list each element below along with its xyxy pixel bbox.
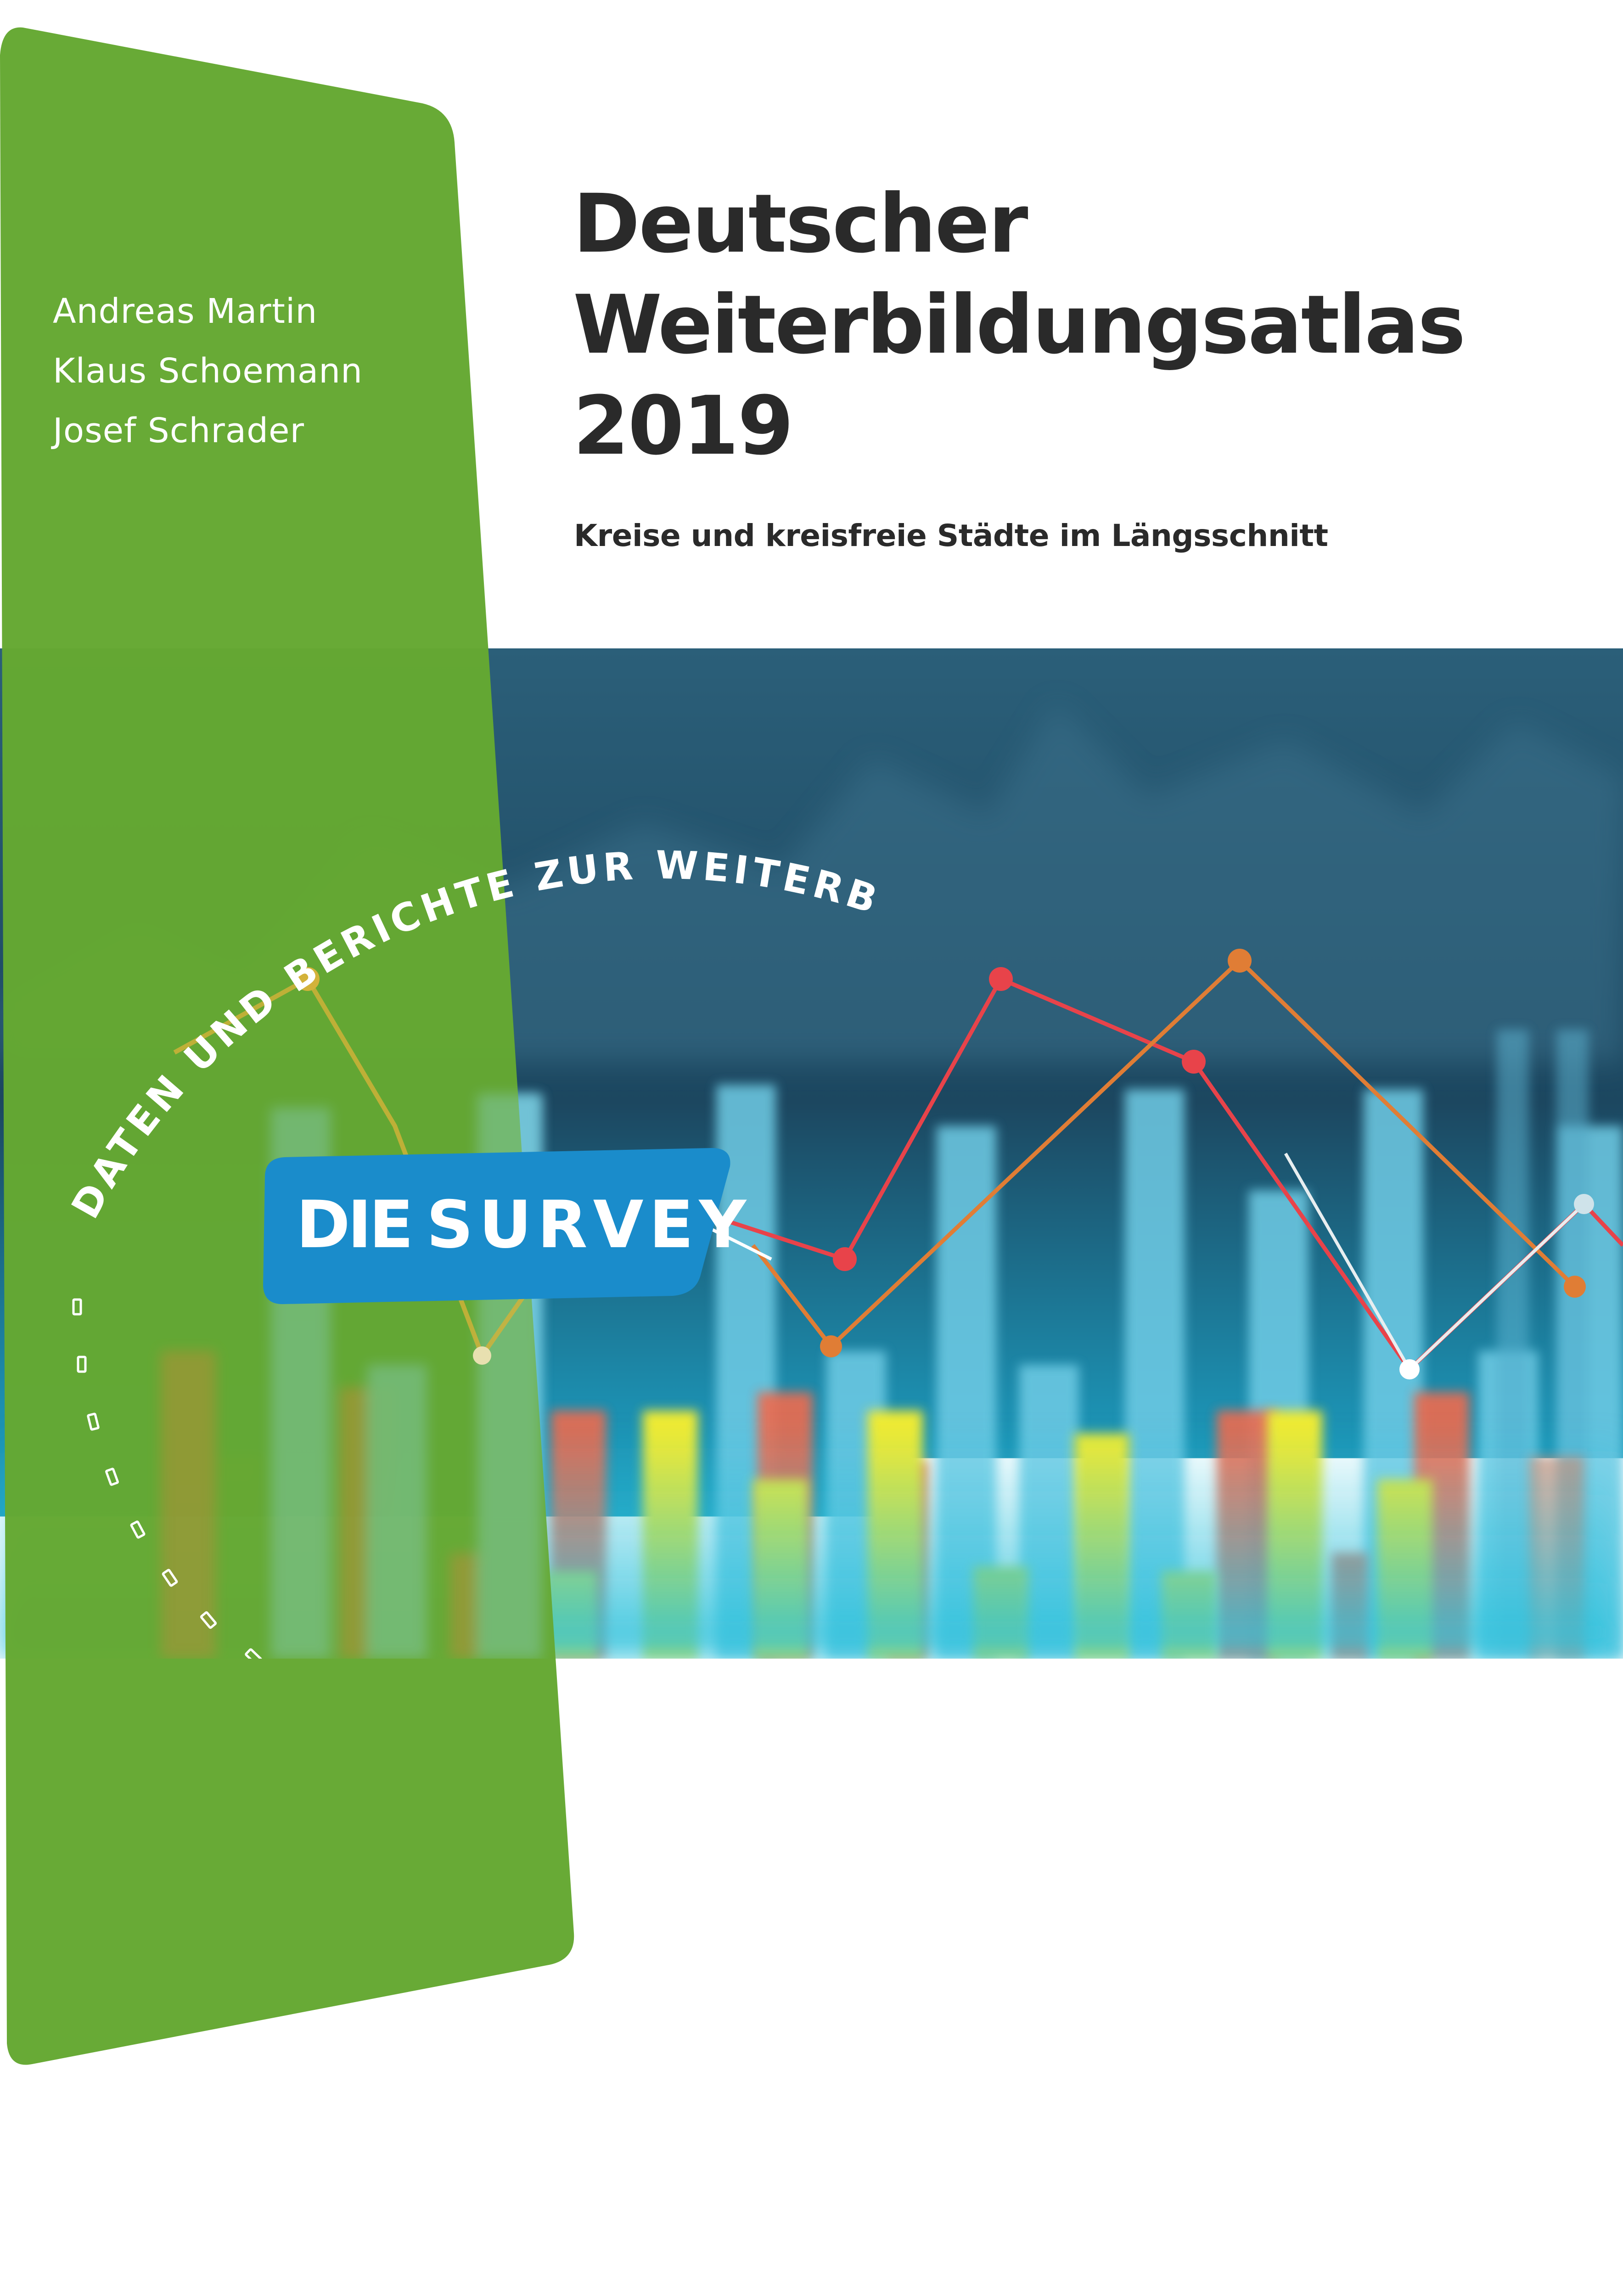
author-2: Klaus Schoemann [53, 351, 363, 391]
subtitle: Kreise und kreisfreie Städte im Längssch… [574, 518, 1328, 553]
title-line-1: Deutscher [573, 184, 1027, 264]
badge-prefix: DIE [296, 1187, 411, 1263]
series-arc: DATEN UND BERICHTE ZUR WEITERBILDUNG [0, 648, 1623, 1659]
arc-dashes [73, 1300, 488, 1659]
badge-label: DIE SURVEY [296, 1187, 752, 1263]
wbv-logo: wbv [1286, 2053, 1543, 2245]
die-logo: DIE [1033, 2122, 1224, 2227]
title-line-3: 2019 [573, 386, 792, 467]
die-survey-badge: DIE SURVEY [259, 1148, 737, 1304]
title-line-2: Weiterbildungsatlas [573, 285, 1465, 366]
author-1: Andreas Martin [53, 292, 317, 331]
author-3: Josef Schrader [53, 411, 304, 450]
series-arc-text: DATEN UND BERICHTE ZUR WEITERBILDUNG [0, 648, 886, 1226]
wbv-wordmark: wbv [1350, 2126, 1546, 2223]
badge-survey: SURVEY [427, 1187, 752, 1263]
